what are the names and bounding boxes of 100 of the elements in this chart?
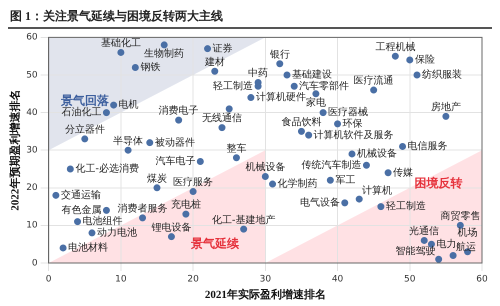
point — [377, 203, 384, 210]
point — [450, 252, 457, 259]
annotation: 医疗器械 — [328, 106, 368, 118]
x-tick-label: 0 — [46, 274, 52, 285]
annotation: 汽车零部件 — [299, 80, 350, 92]
point — [110, 102, 118, 109]
point — [81, 135, 88, 142]
point — [392, 52, 399, 60]
annotation: 电信服务 — [408, 140, 448, 152]
point — [370, 86, 378, 94]
annotation: 化工-基建地产 — [212, 214, 276, 226]
point — [399, 142, 406, 150]
point — [52, 192, 60, 199]
annotation: 生物制药 — [144, 48, 184, 60]
point — [153, 184, 160, 192]
point — [276, 60, 284, 68]
y-tick-label: 40 — [26, 108, 38, 118]
annotation: 中药 — [248, 67, 268, 80]
annotation: 环保 — [342, 118, 363, 130]
annotation: 智能驾驶 — [396, 244, 436, 257]
point — [269, 180, 276, 188]
annotation: 建材 — [204, 56, 225, 68]
annotation: 食品饮料 — [281, 116, 322, 128]
point — [74, 218, 82, 226]
point — [232, 154, 240, 162]
annotation: 保险 — [414, 54, 435, 66]
point — [139, 214, 146, 222]
x-tick-label: 30 — [260, 274, 272, 285]
point — [218, 124, 226, 132]
point — [305, 132, 312, 139]
y-tick-label: 30 — [26, 146, 38, 156]
annotation: 被动器件 — [154, 136, 195, 148]
point — [132, 64, 139, 71]
annotation: 家电 — [306, 96, 326, 108]
annotation: 基础建设 — [292, 68, 332, 81]
point — [348, 150, 356, 158]
y-tick-label: 50 — [26, 70, 38, 80]
annotation: 化工-必选消费 — [75, 162, 139, 175]
point — [334, 120, 342, 128]
chart-title: 图 1：关注景气延续与困境反转两大主线 — [8, 8, 492, 29]
point — [414, 72, 420, 78]
annotation: 整车 — [226, 142, 246, 154]
x-tick-label: 20 — [187, 274, 200, 285]
point — [283, 72, 290, 78]
y-tick-label: 20 — [26, 183, 38, 194]
point — [362, 162, 370, 169]
point — [326, 176, 334, 184]
annotation: 汽车电子 — [155, 155, 196, 168]
point — [356, 196, 363, 203]
annotation: 充电桩 — [170, 198, 201, 211]
point — [240, 226, 248, 233]
annotation: 电力 — [436, 238, 456, 250]
annotation: 机场 — [458, 226, 478, 238]
point — [60, 244, 67, 252]
point — [247, 94, 254, 102]
point — [204, 45, 212, 52]
x-tick-label: 40 — [332, 274, 344, 285]
annotation: 景气回落 — [60, 93, 110, 108]
annotation: 动力电池 — [96, 226, 137, 239]
point — [320, 109, 327, 116]
point — [420, 236, 428, 244]
annotation: 基础化工 — [100, 37, 141, 50]
annotation: 煤炭 — [146, 172, 167, 184]
point — [102, 206, 110, 214]
point — [298, 128, 305, 135]
annotation: 医疗流通 — [354, 74, 394, 87]
annotation: 医疗服务 — [173, 176, 214, 188]
annotation: 电机 — [118, 98, 139, 111]
point — [290, 82, 298, 90]
annotation: 计算机 — [362, 184, 392, 197]
point — [190, 188, 197, 196]
annotation: 钢铁 — [139, 61, 160, 74]
annotation: 化学制药 — [278, 178, 318, 190]
y-tick-label: 0 — [32, 258, 38, 268]
point — [442, 112, 450, 120]
annotation: 电池组件 — [82, 215, 123, 228]
annotation: 分立器件 — [64, 124, 105, 136]
annotation: 消费者服务 — [118, 202, 168, 214]
point — [168, 233, 175, 240]
annotation: 纺织服装 — [422, 68, 462, 81]
x-tick-label: 10 — [115, 274, 127, 285]
point — [88, 229, 96, 236]
x-axis-title: 2021年实际盈利增速排名 — [204, 288, 326, 302]
annotation: 石油化工 — [61, 106, 102, 118]
point — [66, 166, 74, 172]
annotation: 轻工制造 — [213, 80, 254, 92]
point — [175, 116, 182, 124]
y-tick-label: 60 — [26, 32, 38, 43]
point — [211, 68, 218, 75]
annotation: 光通信 — [409, 225, 440, 238]
x-tick-label: 50 — [404, 274, 416, 285]
annotation: 房地产 — [430, 100, 461, 113]
y-axis-title: 2022年预期盈利增速排名 — [8, 90, 22, 211]
annotation: 工程机械 — [375, 40, 416, 53]
annotation: 军工 — [335, 174, 356, 186]
annotation: 计算机软件及服务 — [314, 128, 394, 141]
point — [160, 41, 168, 48]
point — [226, 105, 233, 112]
annotation: 银行 — [268, 49, 290, 60]
point — [124, 146, 132, 154]
